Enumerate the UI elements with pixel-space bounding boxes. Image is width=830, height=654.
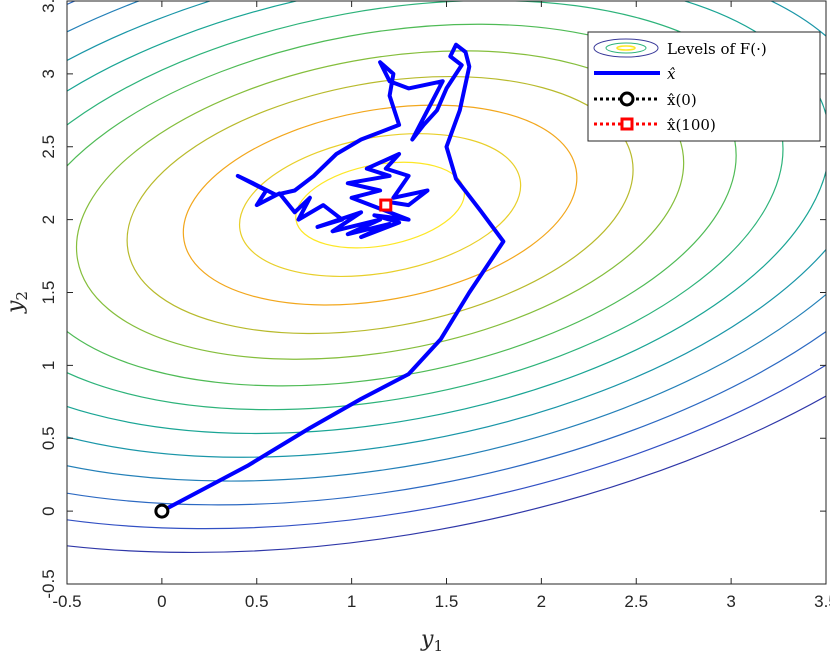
legend-label-levels: Levels of F(·) — [667, 40, 767, 58]
x-tick-label: 0.5 — [245, 592, 269, 611]
legend-label-xhat100: x̂(100) — [667, 116, 716, 134]
legend-entry-xhat: x̂ — [594, 65, 676, 83]
series-line-xhat — [160, 42, 506, 513]
y-tick-label: 3 — [39, 69, 58, 78]
legend-entry-levels: Levels of F(·) — [593, 38, 767, 58]
marker-end-point — [379, 198, 393, 212]
contour-level-3 — [126, 75, 634, 335]
contour-level-10 — [67, 1, 826, 506]
y-tick-label: 1 — [39, 361, 58, 370]
contour-level-9 — [67, 1, 826, 482]
x-tick-label: 3.5 — [814, 592, 830, 611]
svg-text:y1: y1 — [420, 627, 443, 654]
contour-level-7 — [67, 1, 826, 435]
x-tick-label: 2.5 — [624, 592, 648, 611]
legend: Levels of F(·) x̂ x̂(0) x̂(100) — [587, 31, 821, 142]
x-axis-label-sub: 1 — [433, 637, 443, 654]
y-tick-label: 2.5 — [39, 135, 58, 159]
legend-label-xhat0: x̂(0) — [667, 91, 697, 109]
trajectory-series — [154, 42, 506, 519]
x-tick-label: 3 — [726, 592, 735, 611]
legend-label-xhat: x̂ — [667, 65, 676, 83]
marker-start-point — [154, 503, 170, 519]
legend-contour-icon — [593, 38, 659, 58]
contour-level-2 — [182, 104, 578, 306]
legend-entry-xhat0: x̂(0) — [594, 91, 697, 109]
legend-entry-xhat100: x̂(100) — [594, 116, 716, 134]
y-axis-label-sub: 2 — [13, 291, 31, 301]
contour-level-11 — [67, 1, 826, 530]
y-tick-label: -0.5 — [39, 569, 58, 598]
x-tick-label: 0 — [157, 592, 166, 611]
y-tick-label: 1.5 — [39, 281, 58, 305]
y-axis-title: y2 — [3, 291, 31, 314]
x-tick-label: -0.5 — [52, 592, 81, 611]
x-tick-label: 2 — [537, 592, 546, 611]
x-axis-title: y1 — [420, 627, 443, 654]
legend-circle-marker — [619, 91, 635, 107]
y-tick-label: 2 — [39, 215, 58, 224]
y-tick-label: 3.5 — [39, 0, 58, 13]
x-tick-label: 1 — [347, 592, 356, 611]
y-tick-label: 0 — [39, 506, 58, 515]
y-axis-label: y — [3, 300, 28, 314]
x-tick-label: 1.5 — [435, 592, 459, 611]
legend-square-marker — [620, 117, 634, 131]
svg-text:y2: y2 — [3, 291, 31, 314]
x-axis-label: y — [420, 627, 434, 652]
y-tick-label: 0.5 — [39, 426, 58, 450]
contour-level-4 — [75, 50, 685, 360]
y-axis-ticks: -0.5 0 0.5 1 1.5 2 2.5 3 3.5 — [39, 0, 826, 599]
x-axis-ticks: -0.5 0 0.5 1 1.5 2 2.5 3 3.5 — [52, 1, 830, 611]
contour-level-8 — [67, 1, 826, 458]
